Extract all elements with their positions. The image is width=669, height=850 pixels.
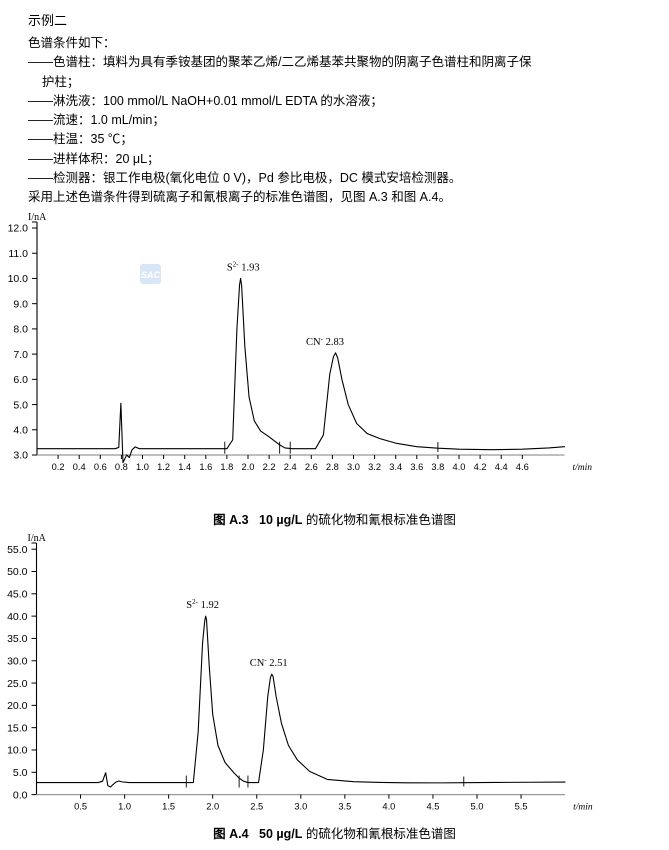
svg-text:1.2: 1.2 [157,462,170,472]
svg-text:2.4: 2.4 [284,462,297,472]
svg-text:12.0: 12.0 [8,223,29,235]
svg-text:15.0: 15.0 [7,722,28,734]
svg-text:1.0: 1.0 [136,462,149,472]
svg-text:2.6: 2.6 [305,462,318,472]
svg-text:2.5: 2.5 [250,802,263,812]
svg-text:1.6: 1.6 [199,462,212,472]
svg-text:6.0: 6.0 [13,374,28,386]
svg-text:35.0: 35.0 [7,633,28,645]
svg-text:4.0: 4.0 [13,424,28,436]
svg-text:CN- 2.51: CN- 2.51 [250,656,288,669]
svg-text:CN- 2.83: CN- 2.83 [306,335,344,348]
svg-text:3.6: 3.6 [410,462,423,472]
svg-text:1.8: 1.8 [220,462,233,472]
svg-text:5.0: 5.0 [471,802,484,812]
svg-text:S2- 1.93: S2- 1.93 [227,260,260,273]
svg-text:t/min: t/min [573,803,593,813]
svg-text:25.0: 25.0 [7,678,28,690]
svg-text:4.5: 4.5 [426,802,439,812]
svg-text:10.0: 10.0 [7,745,28,757]
svg-text:0.0: 0.0 [13,789,28,801]
svg-text:0.4: 0.4 [73,462,86,472]
svg-text:4.0: 4.0 [453,462,466,472]
svg-text:0.6: 0.6 [94,462,107,472]
svg-text:5.0: 5.0 [13,399,28,411]
svg-text:I/nA: I/nA [28,533,47,544]
svg-text:5.0: 5.0 [13,767,28,779]
svg-text:8.0: 8.0 [13,324,28,336]
svg-text:3.4: 3.4 [389,462,402,472]
svg-text:2.8: 2.8 [326,462,339,472]
svg-text:3.5: 3.5 [338,802,351,812]
svg-text:4.2: 4.2 [474,462,487,472]
svg-text:9.0: 9.0 [13,298,28,310]
svg-text:SAC: SAC [141,270,161,280]
svg-text:11.0: 11.0 [8,248,28,260]
svg-text:0.2: 0.2 [52,462,65,472]
svg-text:1.5: 1.5 [162,802,175,812]
svg-text:3.0: 3.0 [13,450,28,462]
svg-text:7.0: 7.0 [13,349,28,361]
svg-text:3.2: 3.2 [368,462,381,472]
svg-text:1.0: 1.0 [118,802,131,812]
svg-text:3.8: 3.8 [431,462,444,472]
svg-text:I/nA: I/nA [28,212,47,223]
svg-text:30.0: 30.0 [7,655,28,667]
svg-text:1.4: 1.4 [178,462,191,472]
svg-text:4.6: 4.6 [516,462,529,472]
svg-text:0.5: 0.5 [74,802,87,812]
svg-text:55.0: 55.0 [7,544,28,556]
svg-text:t/min: t/min [573,463,593,473]
svg-text:50.0: 50.0 [7,566,28,578]
svg-text:4.0: 4.0 [382,802,395,812]
svg-text:40.0: 40.0 [7,611,28,623]
svg-text:4.4: 4.4 [495,462,508,472]
svg-text:2.0: 2.0 [242,462,255,472]
svg-text:45.0: 45.0 [7,589,28,601]
svg-text:0.8: 0.8 [115,462,128,472]
svg-text:2.0: 2.0 [206,802,219,812]
svg-text:3.0: 3.0 [294,802,307,812]
svg-text:2.2: 2.2 [263,462,276,472]
svg-text:5.5: 5.5 [515,802,528,812]
svg-text:20.0: 20.0 [7,700,28,712]
svg-text:10.0: 10.0 [8,273,29,285]
svg-text:S2- 1.92: S2- 1.92 [186,598,219,611]
svg-text:3.0: 3.0 [347,462,360,472]
